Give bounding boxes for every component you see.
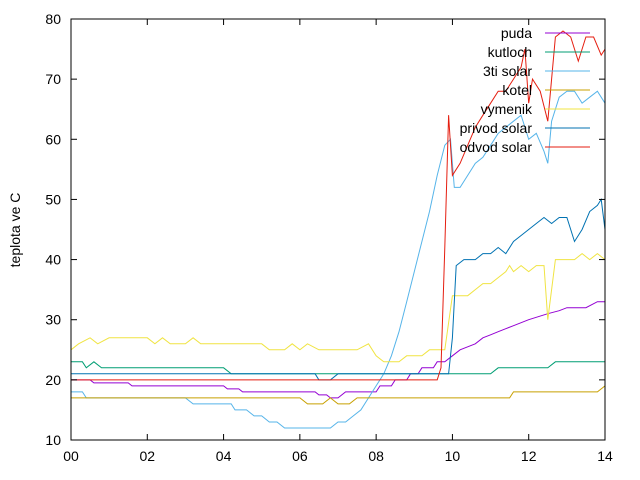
- y-axis-label: teplota ve C: [7, 193, 23, 268]
- series-line-privod-solar: [71, 197, 606, 381]
- legend-label: privod solar: [460, 120, 533, 136]
- x-tick-label: 12: [521, 448, 537, 464]
- x-tick-label: 14: [597, 448, 613, 464]
- plot-frame: [70, 18, 606, 441]
- legend-label: vymenik: [481, 101, 533, 117]
- y-tick-label: 80: [45, 11, 61, 27]
- axis-ticks: 00 02 04 06 08 10 12 14 10 20 30 40 50 60 70 80: [45, 11, 613, 464]
- y-tick-label: 40: [45, 252, 61, 268]
- legend-label: odvod solar: [460, 139, 533, 155]
- legend-label: 3ti solar: [483, 63, 532, 79]
- x-tick-label: 02: [139, 448, 155, 464]
- series-line-kutloch: [71, 361, 605, 375]
- legend: puda kutloch 3ti solar kotel vymenik privod s…: [460, 25, 590, 155]
- y-tick-label: 20: [45, 372, 61, 388]
- y-tick-label: 30: [45, 312, 61, 328]
- y-tick-label: 60: [45, 131, 61, 147]
- x-tick-label: 10: [445, 448, 461, 464]
- series-line-kotel: [71, 385, 606, 405]
- series-lines: [70, 30, 606, 429]
- legend-label: puda: [501, 25, 532, 41]
- legend-label: kotel: [502, 82, 532, 98]
- x-tick-label: 08: [368, 448, 384, 464]
- x-tick-label: 04: [216, 448, 232, 464]
- y-tick-label: 70: [45, 71, 61, 87]
- x-tick-label: 00: [63, 448, 79, 464]
- series-line-odvod-solar: [71, 30, 606, 381]
- series-line-vymenik: [70, 252, 606, 363]
- x-tick-label: 06: [292, 448, 308, 464]
- y-tick-label: 10: [45, 432, 61, 448]
- y-tick-label: 50: [45, 191, 61, 207]
- legend-label: kutloch: [488, 44, 532, 60]
- series-line-3ti-solar: [71, 90, 606, 429]
